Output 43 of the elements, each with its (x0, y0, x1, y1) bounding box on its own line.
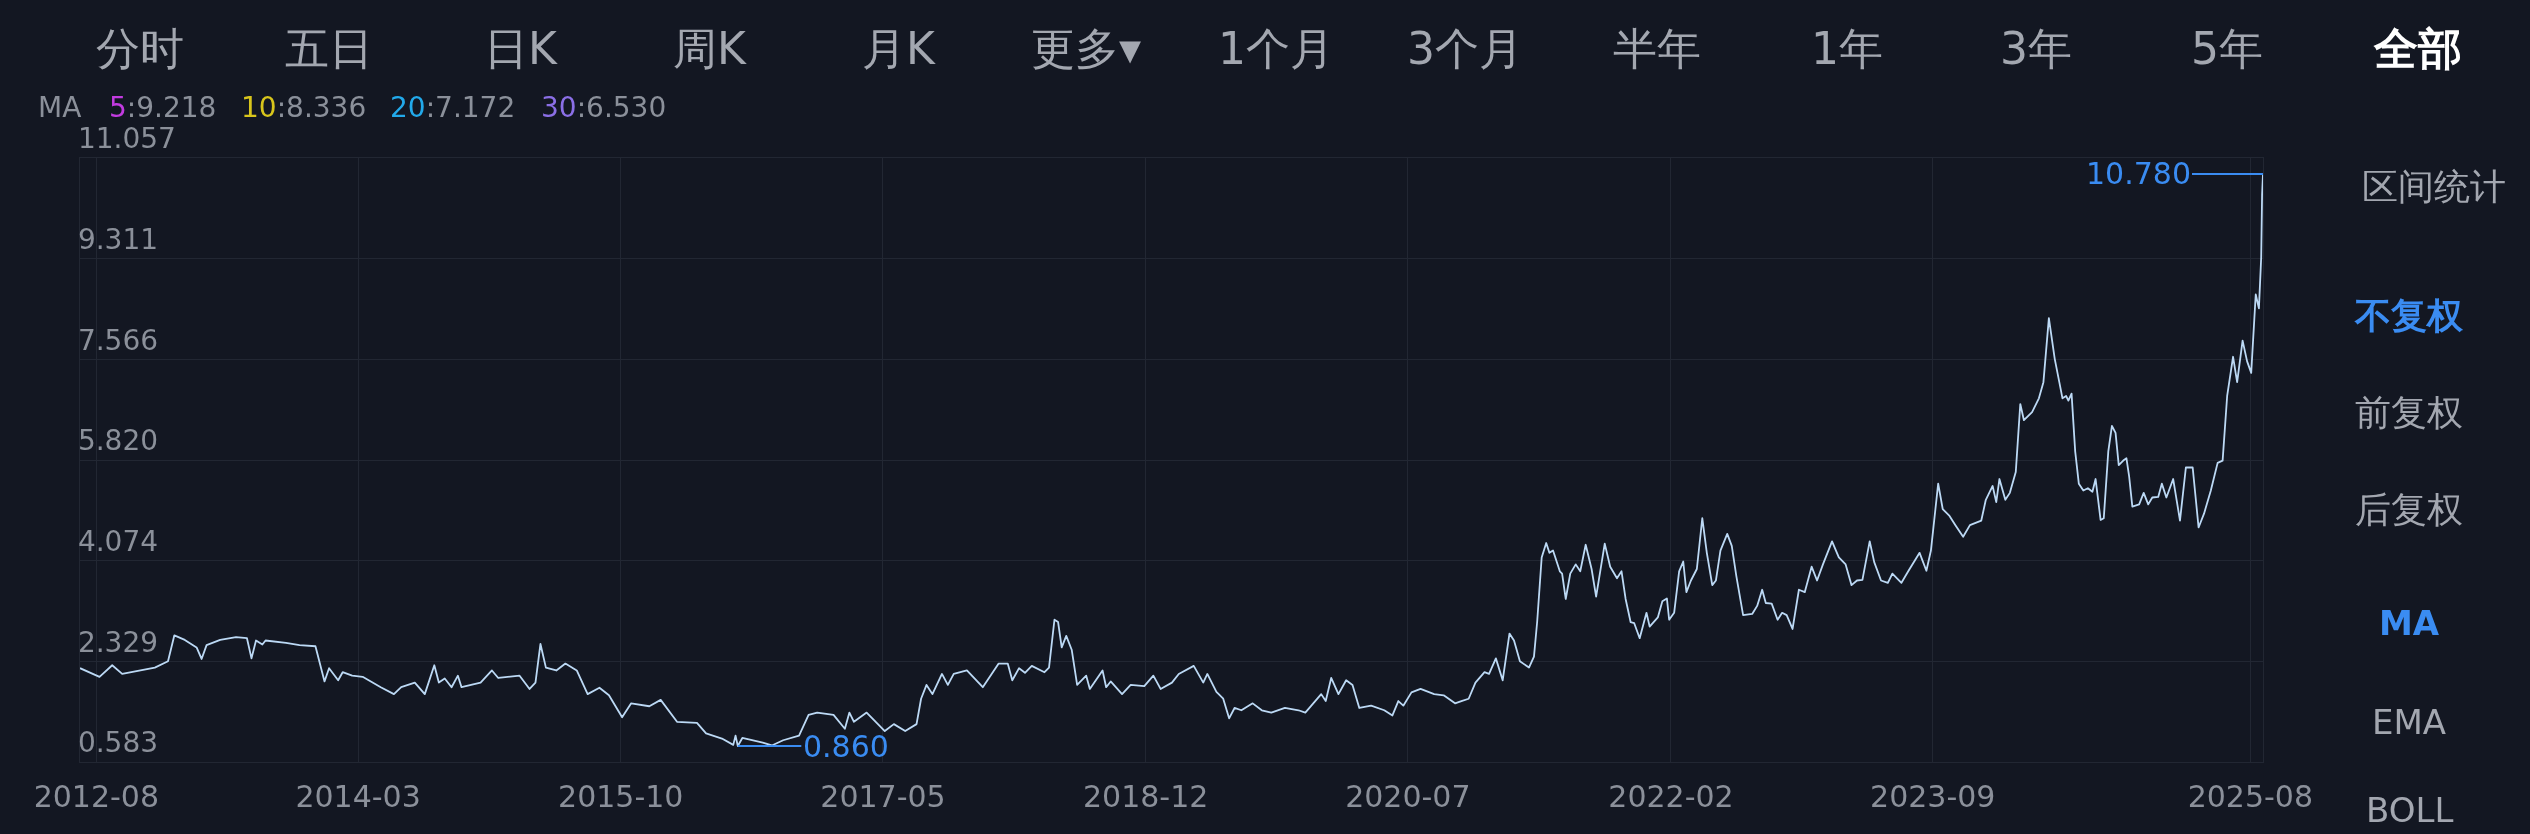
text: 5:9.218 (109, 91, 217, 124)
y-tick-label: 7.566 (77, 323, 159, 357)
x-tick-label: 2023-09 (1870, 779, 1996, 814)
text: 3年 (2000, 23, 2072, 74)
text: MA (2379, 603, 2440, 643)
y-tick-label: 5.820 (77, 424, 159, 458)
text: 5年 (2191, 23, 2263, 74)
text: 区间统计 (2362, 166, 2506, 207)
text: 全部 (2373, 23, 2462, 74)
x-tick-label: 2020-07 (1345, 779, 1471, 814)
text: 前复权 (2355, 392, 2463, 433)
y-tick-label: 9.311 (77, 222, 159, 256)
annotation: 10.780 (2086, 156, 2191, 191)
text: 五日 (285, 23, 373, 74)
x-tick-label: 2025-08 (2187, 779, 2313, 814)
text: 3个月 (1407, 23, 1523, 74)
text: MA (38, 91, 82, 124)
x-tick-label: 2022-02 (1608, 779, 1734, 814)
text: 不复权 (2354, 295, 2464, 336)
text: 日K (484, 23, 558, 74)
y-tick-label: 0.583 (77, 726, 159, 760)
y-tick-label: 4.074 (77, 524, 159, 558)
text: 1年 (1811, 23, 1883, 74)
text: BOLL (2366, 790, 2454, 830)
x-tick-label: 2018-12 (1082, 779, 1209, 814)
y-tick-label: 2.329 (77, 625, 159, 659)
text: 分时 (96, 23, 184, 74)
text: 20:7.172 (390, 91, 516, 124)
text: 月K (862, 23, 936, 74)
text: 半年 (1613, 23, 1701, 74)
x-tick-label: 2015-10 (558, 779, 684, 814)
text: 更多▾ (1031, 23, 1142, 74)
x-tick-label: 2017-05 (820, 779, 946, 814)
text: 30:6.530 (541, 91, 667, 124)
x-tick-label: 2014-03 (295, 779, 421, 814)
annotation: 0.860 (803, 729, 889, 764)
y-tick-label: 11.057 (77, 122, 176, 156)
text: 10:8.336 (241, 91, 367, 124)
text: 后复权 (2355, 489, 2463, 530)
x-tick-label: 2012-08 (33, 779, 160, 814)
text: 周K (673, 23, 747, 74)
text: 1个月 (1218, 23, 1334, 74)
text: EMA (2372, 702, 2447, 742)
